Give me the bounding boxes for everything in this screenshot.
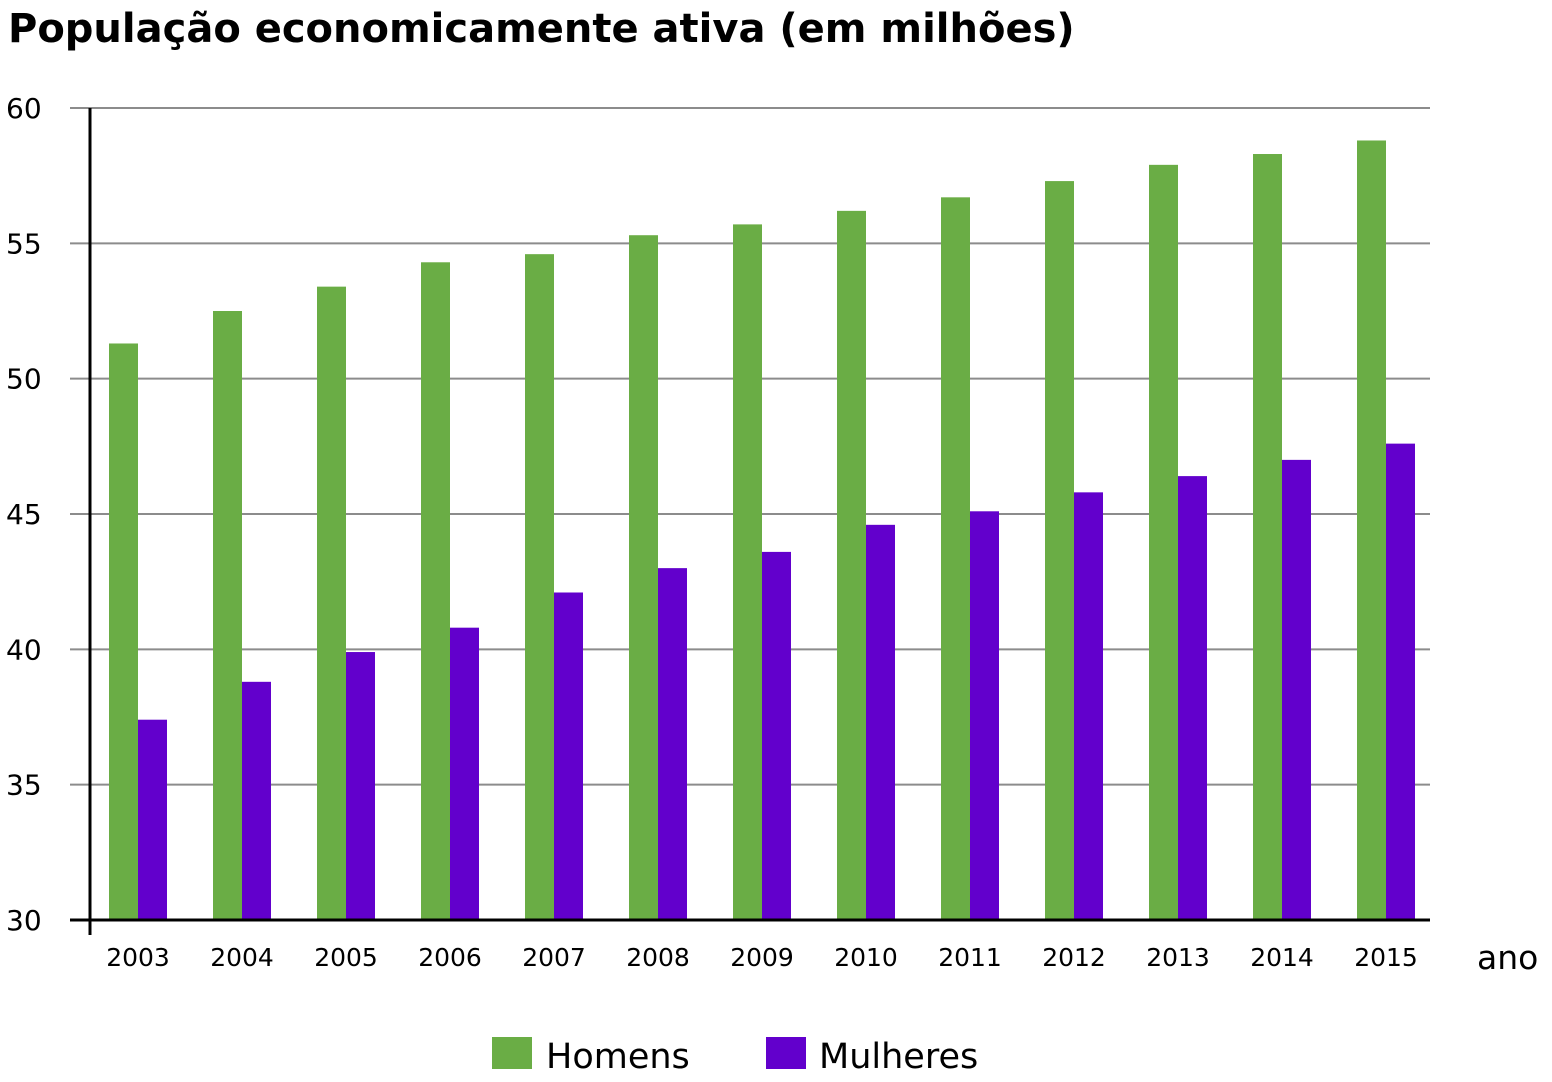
bar-mulheres-2014	[1282, 459, 1311, 920]
x-tick-label: 2014	[1250, 943, 1314, 972]
bar-homens-2007	[525, 254, 554, 920]
bars	[109, 140, 1415, 921]
bar-homens-2003	[109, 343, 138, 921]
x-tick-label: 2011	[938, 943, 1002, 972]
axes	[70, 108, 1430, 935]
bar-mulheres-2015	[1386, 443, 1415, 920]
x-tick-label: 2010	[834, 943, 898, 972]
y-tick-label: 55	[6, 227, 42, 260]
bar-homens-2011	[941, 197, 970, 920]
bar-homens-2013	[1149, 164, 1178, 921]
y-tick-label: 45	[6, 498, 42, 531]
legend-label-homens: Homens	[546, 1037, 690, 1077]
y-tick-label: 50	[6, 363, 42, 396]
bar-mulheres-2007	[554, 592, 583, 920]
legend-label-mulheres: Mulheres	[819, 1037, 978, 1077]
bar-mulheres-2010	[866, 524, 895, 920]
bar-homens-2005	[317, 286, 346, 920]
legend-swatch-homens	[492, 1037, 532, 1069]
x-tick-label: 2007	[522, 943, 586, 972]
x-tick-label: 2005	[314, 943, 378, 972]
legend-swatch-mulheres	[766, 1037, 806, 1069]
x-tick-label: 2015	[1354, 943, 1418, 972]
x-tick-label: 2013	[1146, 943, 1210, 972]
bar-mulheres-2008	[658, 568, 687, 920]
x-axis-label: ano	[1477, 938, 1538, 977]
x-tick-label: 2006	[418, 943, 482, 972]
bar-mulheres-2009	[762, 551, 791, 920]
bar-mulheres-2013	[1178, 476, 1207, 920]
x-tick-label: 2004	[210, 943, 274, 972]
bar-mulheres-2006	[450, 627, 479, 920]
bar-homens-2010	[837, 210, 866, 920]
bar-mulheres-2011	[970, 511, 999, 920]
bar-homens-2015	[1357, 140, 1386, 921]
bar-homens-2012	[1045, 181, 1074, 920]
y-tick-label: 60	[6, 92, 42, 125]
bar-homens-2006	[421, 262, 450, 920]
bar-mulheres-2012	[1074, 492, 1103, 920]
bar-mulheres-2003	[138, 719, 167, 920]
bar-homens-2004	[213, 311, 242, 920]
x-axis-ticks: 2003 2004 2005 2006 2007 2008 2009 2010 2011 2012…	[106, 943, 1418, 972]
bar-homens-2009	[733, 224, 762, 921]
x-tick-label: 2003	[106, 943, 170, 972]
x-tick-label: 2008	[626, 943, 690, 972]
y-axis-ticks: 30 35 40 45 50 55 60	[6, 92, 42, 937]
y-tick-label: 40	[6, 633, 42, 666]
bar-homens-2008	[629, 235, 658, 921]
bar-mulheres-2005	[346, 652, 375, 920]
chart-title: População economicamente ativa (em milhõ…	[8, 6, 1075, 52]
y-tick-label: 35	[6, 769, 42, 802]
x-tick-label: 2009	[730, 943, 794, 972]
bar-homens-2014	[1253, 154, 1282, 921]
legend: Homens Mulheres	[492, 1037, 978, 1077]
x-tick-label: 2012	[1042, 943, 1106, 972]
y-tick-label: 30	[6, 904, 42, 937]
bar-mulheres-2004	[242, 681, 271, 920]
